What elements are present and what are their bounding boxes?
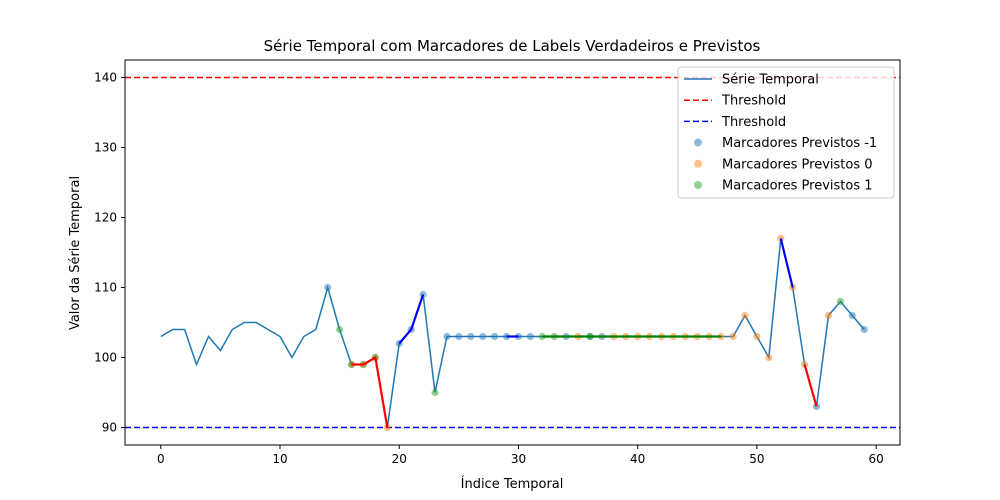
x-tick-label-0: 0 <box>157 452 165 466</box>
marker-point-1-19 <box>383 423 391 432</box>
marker-point-1-48 <box>729 332 737 341</box>
x-tick-label-40: 40 <box>630 452 645 466</box>
marker-point-2-57 <box>836 297 844 306</box>
marker-point-0-58 <box>848 311 856 320</box>
marker-point-1-52 <box>777 234 785 243</box>
legend-label-4: Marcadores Previstos 0 <box>722 157 873 172</box>
plot-area: 0 10 20 30 40 50 60 90 100 110 120 130 140 <box>94 59 901 466</box>
legend: Série Temporal Threshold Threshold Marcador… <box>677 66 895 199</box>
y-tick-label-110: 110 <box>94 281 117 295</box>
marker-point-0-14 <box>324 283 332 292</box>
legend-label-0: Série Temporal <box>722 73 819 88</box>
marker-point-0-28 <box>491 332 499 341</box>
marker-point-2-15 <box>336 325 344 334</box>
y-tick-label-120: 120 <box>94 211 117 225</box>
marker-point-0-26 <box>467 332 475 341</box>
legend-box <box>677 66 895 199</box>
x-axis-label: Índice Temporal <box>461 476 564 492</box>
legend-swatch-5 <box>694 181 702 189</box>
highlight-segment-1 <box>398 294 425 345</box>
highlight-segment-0 <box>351 355 389 428</box>
y-tick-label-140: 140 <box>94 71 117 85</box>
marker-point-2-23 <box>431 388 439 397</box>
legend-label-1: Threshold <box>721 94 786 109</box>
marker-point-0-27 <box>479 332 487 341</box>
marker-point-1-49 <box>741 311 749 320</box>
legend-swatch-3 <box>694 138 702 147</box>
legend-label-2: Threshold <box>721 115 786 130</box>
axes-frame <box>124 59 901 446</box>
y-axis-label: Valor da Série Temporal <box>68 176 83 330</box>
y-tick-label-100: 100 <box>94 351 117 365</box>
marker-point-1-50 <box>753 332 761 341</box>
legend-swatch-4 <box>694 159 702 168</box>
marker-point-1-56 <box>824 311 833 320</box>
chart-title: Série Temporal com Marcadores de Labels … <box>264 37 761 55</box>
x-tick-label-20: 20 <box>392 452 407 466</box>
y-tick-label-90: 90 <box>102 421 117 435</box>
marker-point-1-51 <box>765 353 773 362</box>
marker-point-0-31 <box>526 332 534 341</box>
legend-label-5: Marcadores Previstos 1 <box>722 179 873 194</box>
x-tick-label-60: 60 <box>869 452 884 466</box>
legend-label-3: Marcadores Previstos -1 <box>722 136 877 151</box>
marker-point-0-55 <box>812 402 821 411</box>
x-tick-label-30: 30 <box>511 452 526 466</box>
marker-point-0-25 <box>455 332 463 341</box>
marker-point-0-24 <box>443 332 451 341</box>
highlight-segment-4 <box>779 238 794 288</box>
highlight-segment-5 <box>803 364 818 407</box>
x-tick-label-10: 10 <box>272 452 287 466</box>
marker-point-0-59 <box>860 325 868 334</box>
x-tick-label-50: 50 <box>749 452 764 466</box>
y-tick-label-130: 130 <box>94 141 117 155</box>
